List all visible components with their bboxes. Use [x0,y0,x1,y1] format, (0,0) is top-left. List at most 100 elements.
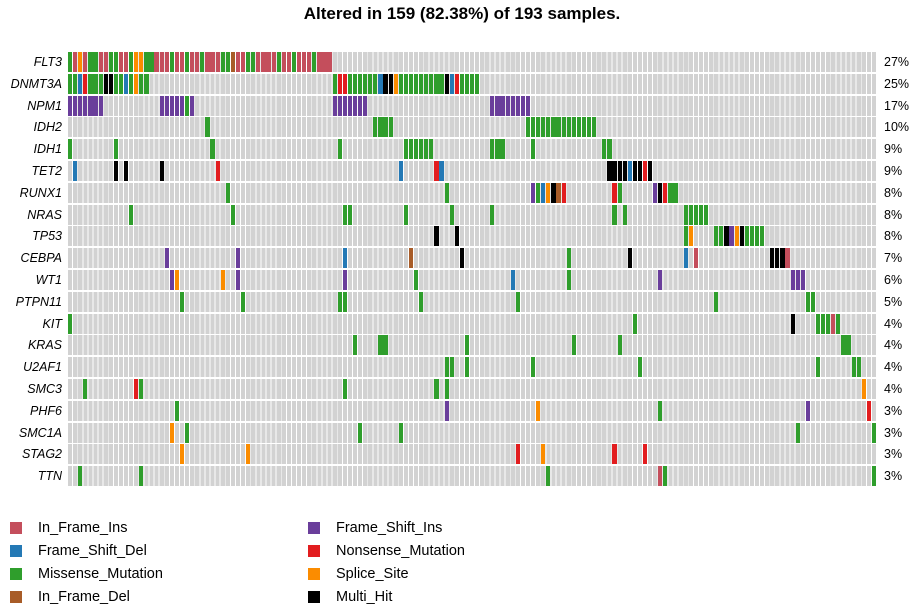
mutation-cell-Frame_Shift_Ins [500,95,505,116]
mutation-cell-Missense_Mutation [759,226,765,247]
mutation-cell-Missense_Mutation [475,73,480,94]
mutation-cell-Missense_Mutation [139,379,144,399]
mutation-cell-Multi_Hit [622,161,627,181]
gene-row-NPM1: NPM1 17% [0,95,924,116]
mutation-cell-Missense_Mutation [363,73,368,94]
mutation-cell-Frame_Shift_Ins [495,95,500,116]
legend-swatch-icon [10,521,22,534]
mutation-cell-Missense_Mutation [500,139,505,160]
gene-row-SMC3: SMC3 4% [0,379,924,399]
plot-title: Altered in 159 (82.38%) of 193 samples. [303,4,621,23]
legend-label: In_Frame_Ins [38,519,128,536]
mutation-cell-Frame_Shift_Ins [490,95,495,116]
mutation-cell-Frame_Shift_Ins [800,270,805,290]
gene-percent-label: 8% [884,185,903,200]
mutation-cell-Missense_Mutation [68,52,73,72]
gene-label: PHF6 [30,403,62,418]
mutation-cell-Missense_Mutation [617,182,622,203]
mutation-cell-Missense_Mutation [561,117,566,138]
mutation-cell-Missense_Mutation [373,117,378,138]
mutation-cell-Missense_Mutation [698,204,704,225]
sample-strip [68,313,877,334]
mutation-cell-Missense_Mutation [805,291,810,312]
mutation-cell-Splice_Site [169,422,174,443]
mutation-cell-Missense_Mutation [663,466,668,487]
mutation-cell-Missense_Mutation [347,73,353,94]
mutation-cell-Missense_Mutation [810,291,816,312]
mutation-cell-Missense_Mutation [88,52,93,72]
mutation-cell-Missense_Mutation [68,313,73,334]
mutation-cell-Missense_Mutation [449,204,454,225]
sample-strip [68,226,877,247]
mutation-cell-Frame_Shift_Ins [98,95,103,116]
gene-percent-label: 10% [884,120,910,135]
gene-label: RUNX1 [19,185,62,200]
mutation-cell-Frame_Shift_Ins [729,226,734,247]
mutation-cell-Frame_Shift_Ins [805,400,810,421]
gene-label: SMC3 [27,382,62,396]
mutation-cell-Missense_Mutation [383,117,388,138]
mutation-cell-Missense_Mutation [464,73,470,94]
mutation-cell-Nonsense_Mutation [561,182,566,203]
mutation-cell-Splice_Site [134,73,139,94]
gene-label: IDH2 [33,120,62,135]
sample-strip [68,248,877,269]
mutation-cell-In_Frame_Del [230,52,235,72]
mutation-cell-Multi_Hit [459,248,464,269]
gene-row-KIT: KIT 4% [0,313,924,334]
gene-percent-label: 3% [884,469,903,484]
mutation-cell-Frame_Shift_Del [439,161,444,181]
mutation-cell-Frame_Shift_Ins [159,95,164,116]
legend-item-Missense_Mutation: Missense_Mutation [10,562,163,585]
mutation-cell-In_Frame_Ins [302,52,307,72]
mutation-cell-Missense_Mutation [98,73,103,94]
mutation-cell-Missense_Mutation [419,73,424,94]
mutation-cell-In_Frame_Ins [296,52,302,72]
mutation-cell-Missense_Mutation [419,139,424,160]
gene-percent-label: 4% [884,382,903,396]
mutation-cell-In_Frame_Ins [215,52,220,72]
mutation-cell-Multi_Hit [637,161,643,181]
mutation-cell-Missense_Mutation [332,73,337,94]
mutation-cell-Multi_Hit [775,248,780,269]
mutation-cell-Missense_Mutation [205,117,210,138]
mutation-cell-In_Frame_Ins [235,52,241,72]
mutation-cell-Multi_Hit [632,161,637,181]
mutation-cell-Frame_Shift_Ins [93,95,98,116]
mutation-cell-Splice_Site [393,73,398,94]
mutation-cell-Missense_Mutation [149,52,154,72]
mutation-cell-Missense_Mutation [129,204,134,225]
mutation-cell-Missense_Mutation [129,73,134,94]
gene-percent-label: 5% [884,294,903,309]
mutation-cell-Missense_Mutation [408,139,414,160]
mutation-cell-Nonsense_Mutation [454,73,459,94]
mutation-cell-Splice_Site [541,444,546,465]
mutation-cell-Missense_Mutation [459,73,464,94]
mutation-cell-In_Frame_Ins [118,52,124,72]
mutation-cell-Frame_Shift_Ins [332,95,337,116]
mutation-cell-In_Frame_Ins [164,52,169,72]
legend-column: In_Frame_Ins Frame_Shift_Del Missense_Muta… [10,516,163,608]
mutation-cell-Multi_Hit [103,73,108,94]
mutation-cell-Missense_Mutation [337,291,342,312]
mutation-cell-Missense_Mutation [546,117,551,138]
mutation-cell-Missense_Mutation [668,182,673,203]
mutation-cell-In_Frame_Ins [205,52,210,72]
mutation-cell-Missense_Mutation [836,313,841,334]
mutation-cell-Missense_Mutation [251,52,256,72]
mutation-cell-Missense_Mutation [693,204,699,225]
mutation-cell-Missense_Mutation [744,226,749,247]
mutation-cell-Missense_Mutation [566,117,571,138]
gene-percent-label: 7% [884,251,903,266]
sample-strip [68,422,877,443]
mutation-cell-Multi_Hit [113,161,118,181]
mutation-cell-Missense_Mutation [246,52,251,72]
mutation-cell-Missense_Mutation [185,52,190,72]
mutation-cell-Splice_Site [139,52,144,72]
mutation-cell-Missense_Mutation [846,335,851,356]
mutation-cell-Frame_Shift_Del [683,248,688,269]
mutation-cell-Missense_Mutation [424,139,429,160]
mutation-cell-Multi_Hit [454,226,459,247]
legend-item-Frame_Shift_Del: Frame_Shift_Del [10,539,163,562]
